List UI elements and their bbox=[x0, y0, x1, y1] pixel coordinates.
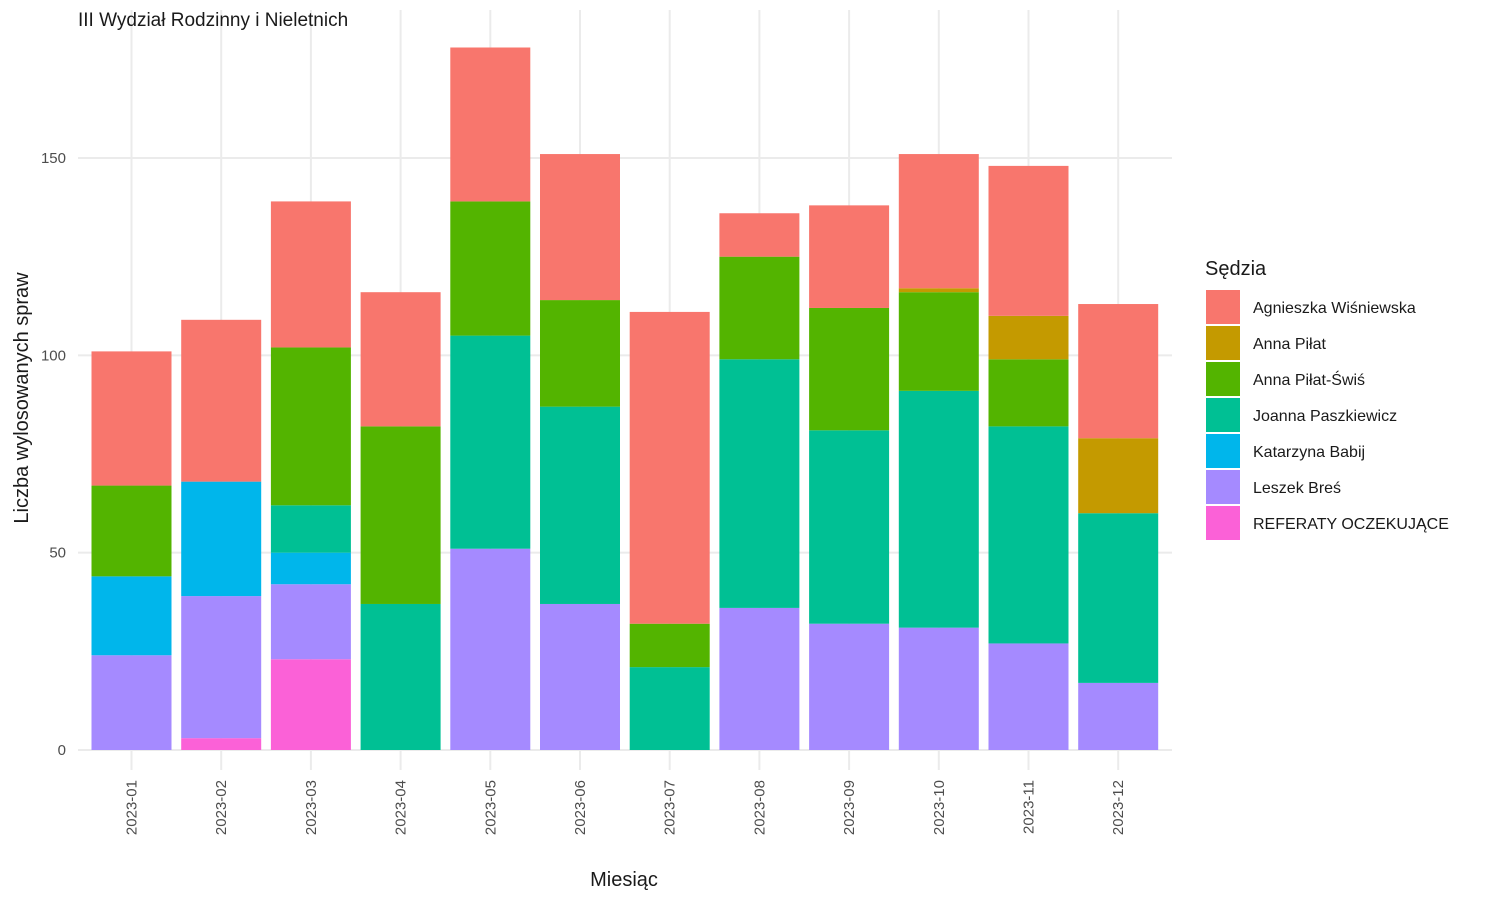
x-tick-label: 2023-03 bbox=[303, 780, 320, 835]
y-axis: 0 50 100 150 bbox=[41, 150, 66, 759]
bar-segment bbox=[629, 311, 710, 624]
x-tick-label: 2023-04 bbox=[393, 780, 410, 835]
x-tick-label: 2023-05 bbox=[482, 780, 499, 835]
bar-segment bbox=[988, 165, 1069, 316]
legend-label: Katarzyna Babij bbox=[1253, 444, 1365, 461]
bar-segment bbox=[540, 154, 620, 301]
bar-segment bbox=[629, 623, 710, 668]
legend: Sędzia Agnieszka Wiśniewska Anna Piłat Ann… bbox=[1205, 258, 1449, 540]
bar-segment bbox=[270, 347, 351, 506]
bar-segment bbox=[360, 292, 441, 427]
chart-title: III Wydział Rodzinny i Nieletnich bbox=[78, 10, 348, 31]
x-tick-label: 2023-02 bbox=[213, 780, 230, 835]
bar-segment bbox=[450, 201, 531, 336]
bar-segment bbox=[181, 596, 262, 739]
y-tick-label: 50 bbox=[49, 545, 66, 562]
legend-swatch bbox=[1206, 398, 1240, 432]
bar-segment bbox=[809, 430, 890, 624]
bar-segment bbox=[898, 390, 979, 628]
x-tick-label: 2023-08 bbox=[751, 780, 768, 835]
bar-segment bbox=[270, 584, 351, 660]
bar-segment bbox=[450, 548, 531, 750]
bar-segment bbox=[629, 667, 710, 750]
x-tick-label: 2023-01 bbox=[124, 780, 141, 835]
bar-segment bbox=[719, 607, 800, 750]
legend-label: Leszek Breś bbox=[1253, 480, 1341, 497]
bar-segment bbox=[1078, 304, 1159, 439]
legend-label: Agnieszka Wiśniewska bbox=[1253, 300, 1416, 317]
bar-segment bbox=[988, 643, 1069, 750]
bar-segment bbox=[360, 603, 441, 750]
bar-segment bbox=[270, 552, 351, 585]
bar-segment bbox=[1078, 438, 1159, 514]
bar-segment bbox=[988, 315, 1069, 360]
bar-segment bbox=[988, 359, 1069, 427]
legend-swatch bbox=[1206, 326, 1240, 360]
bar-segment bbox=[540, 603, 620, 750]
bar-segment bbox=[719, 359, 800, 608]
bar-segment bbox=[898, 627, 979, 750]
y-axis-title: Liczba wylosowanych spraw bbox=[11, 272, 33, 524]
bars-layer bbox=[91, 47, 1159, 750]
bar-segment bbox=[91, 576, 172, 656]
bar-segment bbox=[898, 154, 979, 289]
bar-segment bbox=[809, 623, 890, 750]
bar-segment bbox=[898, 292, 979, 391]
bar-segment bbox=[450, 47, 531, 202]
x-tick-label: 2023-09 bbox=[841, 780, 858, 835]
legend-swatch bbox=[1206, 362, 1240, 396]
legend-swatch bbox=[1206, 470, 1240, 504]
legend-swatch bbox=[1206, 434, 1240, 468]
bar-segment bbox=[988, 426, 1069, 644]
x-tick-label: 2023-10 bbox=[931, 780, 948, 835]
x-axis-title: Miesiąc bbox=[590, 869, 658, 891]
legend-swatch bbox=[1206, 290, 1240, 324]
y-tick-label: 0 bbox=[58, 742, 66, 759]
bar-segment bbox=[809, 205, 890, 308]
legend-label: Anna Piłat-Świś bbox=[1253, 370, 1365, 389]
bar-segment bbox=[91, 351, 172, 486]
bar-segment bbox=[540, 406, 620, 604]
x-tick-label: 2023-11 bbox=[1021, 780, 1038, 834]
bar-segment bbox=[540, 300, 620, 407]
bar-segment bbox=[270, 201, 351, 348]
bar-segment bbox=[450, 335, 531, 549]
legend-label: Joanna Paszkiewicz bbox=[1253, 408, 1397, 425]
x-axis: 2023-01 2023-02 2023-03 2023-04 2023-05 2023-… bbox=[124, 780, 1128, 835]
x-tick-label: 2023-06 bbox=[572, 780, 589, 835]
legend-label: REFERATY OCZEKUJĄCE bbox=[1253, 516, 1449, 533]
bar-segment bbox=[181, 319, 262, 482]
bar-segment bbox=[719, 256, 800, 360]
bar-segment bbox=[181, 481, 262, 597]
x-tick-label: 2023-12 bbox=[1110, 780, 1127, 835]
y-tick-label: 100 bbox=[41, 347, 66, 364]
bar-segment bbox=[360, 426, 441, 604]
bar-segment bbox=[898, 288, 979, 293]
bar-segment bbox=[270, 505, 351, 553]
bar-segment bbox=[809, 307, 890, 431]
bar-segment bbox=[270, 659, 351, 750]
y-tick-label: 150 bbox=[41, 150, 66, 167]
legend-label: Anna Piłat bbox=[1253, 336, 1326, 353]
x-tick-label: 2023-07 bbox=[662, 780, 679, 835]
bar-segment bbox=[1078, 513, 1159, 683]
legend-title: Sędzia bbox=[1205, 258, 1267, 280]
bar-segment bbox=[91, 655, 172, 750]
bar-segment bbox=[719, 213, 800, 257]
legend-swatch bbox=[1206, 506, 1240, 540]
bar-segment bbox=[91, 485, 172, 577]
bar-segment bbox=[181, 738, 262, 750]
bar-segment bbox=[1078, 682, 1159, 750]
